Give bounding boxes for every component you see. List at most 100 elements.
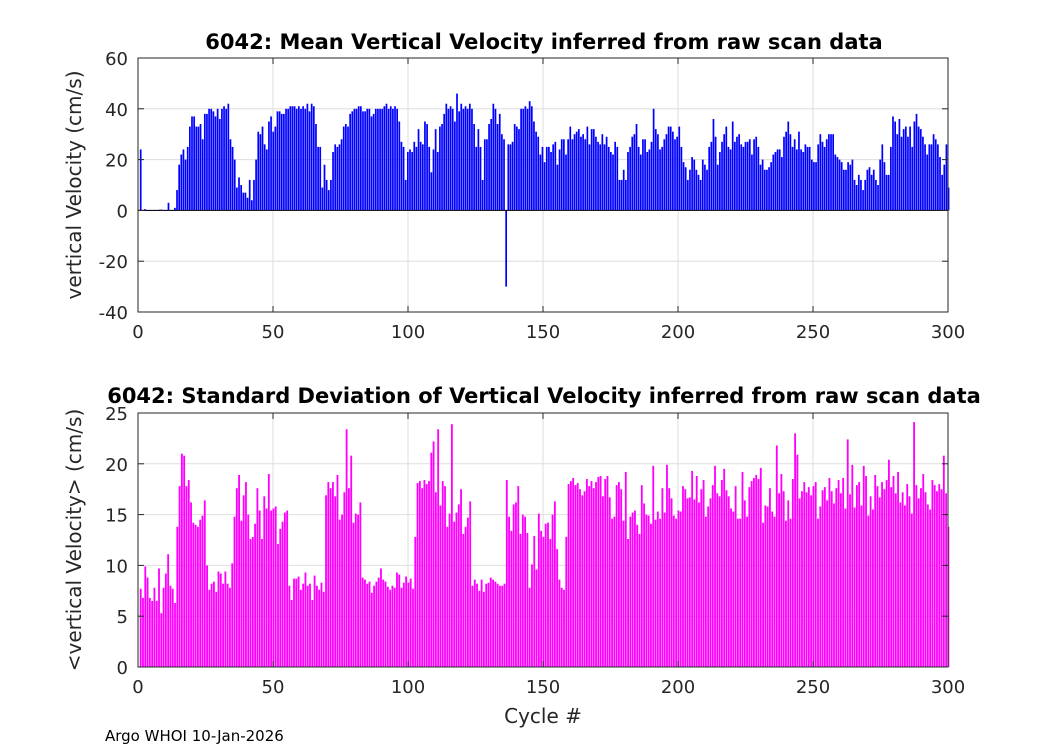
stddev-velocity-bar [297,576,300,667]
mean-velocity-bar [464,106,467,211]
mean-velocity-bar [616,146,619,211]
mean-velocity-bar [663,139,666,211]
mean-velocity-bar [541,146,544,211]
stddev-velocity-bar [450,424,453,667]
mean-velocity-bar [462,108,465,211]
mean-velocity-bar [441,124,443,211]
mean-velocity-bar [319,146,322,211]
mean-velocity-bar [233,159,236,211]
mean-velocity-bar [242,192,245,211]
mean-velocity-bar [261,126,264,211]
stddev-velocity-bar [226,583,229,667]
stddev-velocity-bar [736,518,739,667]
mean-velocity-bar [810,159,813,211]
stddev-velocity-ytick-label: 5 [117,607,128,628]
stddev-velocity-bar [645,514,648,667]
stddev-velocity-bar [533,535,536,667]
stddev-velocity-bar [739,518,742,667]
mean-velocity-bar [419,141,422,211]
mean-velocity-bar [595,136,597,211]
mean-velocity-bar [558,149,561,211]
mean-velocity-bar [501,134,503,211]
stddev-velocity-bar [618,482,620,667]
stddev-velocity-bar [439,505,442,667]
footer-credit: Argo WHOI 10-Jan-2026 [105,727,284,745]
stddev-velocity-bar [695,475,698,667]
stddev-velocity-bar [249,538,252,667]
mean-velocity-bar [432,149,435,211]
stddev-velocity-bar [686,498,689,667]
stddev-velocity-bar [899,502,902,667]
stddev-velocity-bar [668,488,671,667]
mean-velocity-bar [766,169,768,211]
mean-velocity-bar [535,131,537,211]
mean-velocity-xtick-label: 250 [796,322,830,343]
stddev-velocity-bar [528,587,531,667]
mean-velocity-bar [639,154,642,211]
stddev-velocity-bar [666,464,668,667]
stddev-velocity-bar [437,429,440,667]
mean-velocity-bar [406,151,409,211]
stddev-velocity-bar [647,515,650,667]
stddev-velocity-bar [279,528,282,667]
stddev-velocity-bar [691,470,694,667]
stddev-velocity-bar [192,522,195,667]
mean-velocity-bar [552,144,555,211]
stddev-velocity-bar [936,491,938,667]
stddev-velocity-bar [428,481,430,667]
mean-velocity-bar [879,159,882,211]
mean-velocity-bar [355,108,358,211]
stddev-velocity-bar [654,519,657,667]
stddev-velocity-bar [604,479,607,667]
mean-velocity-bar [727,146,730,211]
mean-velocity-bar [881,144,884,211]
mean-velocity-bar [894,121,896,211]
stddev-velocity-bar [164,573,167,667]
mean-velocity-bar [268,121,270,211]
mean-velocity-bar [289,106,292,211]
stddev-velocity-bar [608,497,611,667]
mean-velocity-bar [945,144,948,211]
stddev-velocity-bar [565,536,568,667]
stddev-velocity-bar [238,474,241,667]
stddev-velocity-bar [627,538,629,667]
mean-velocity-xtick-label: 150 [526,322,560,343]
mean-velocity-bar [795,149,798,211]
stddev-velocity-bar [167,554,170,667]
stddev-velocity-bar [942,455,945,667]
mean-velocity-bar [937,144,939,211]
stddev-velocity-bar [791,479,794,667]
mean-velocity-bar [210,108,213,211]
stddev-velocity-bar [343,492,346,667]
stddev-velocity-bar [945,493,948,667]
stddev-velocity-bar [320,582,323,667]
mean-velocity-bar [575,131,578,211]
stddev-velocity-bar [302,583,305,667]
stddev-velocity-bar [190,502,192,667]
mean-velocity-bar [537,136,540,211]
mean-velocity-bar [411,151,413,211]
mean-velocity-bar [563,139,565,211]
stddev-velocity-bar [219,573,222,667]
mean-velocity-bar [571,139,574,211]
mean-velocity-bar [443,113,446,211]
mean-velocity-bar [823,146,826,211]
stddev-velocity-bar [352,522,355,667]
stddev-velocity-bar [707,506,710,667]
mean-velocity-bar [417,129,420,211]
mean-velocity-bar [253,179,255,211]
stddev-velocity-bar [354,513,357,667]
stddev-velocity-bar [247,514,250,667]
stddev-velocity-bar [908,496,911,667]
stddev-velocity-bar [734,486,737,667]
stddev-velocity-bar [773,516,776,667]
mean-velocity-bar [381,108,384,211]
mean-velocity-bar [182,149,185,211]
mean-velocity-bar [191,116,193,211]
stddev-velocity-bar [540,530,543,667]
mean-velocity-bar [748,139,751,211]
mean-velocity-bar [530,106,533,211]
mean-velocity-bar [919,129,922,211]
stddev-velocity-bar [462,533,465,667]
mean-velocity-bar [825,139,828,211]
